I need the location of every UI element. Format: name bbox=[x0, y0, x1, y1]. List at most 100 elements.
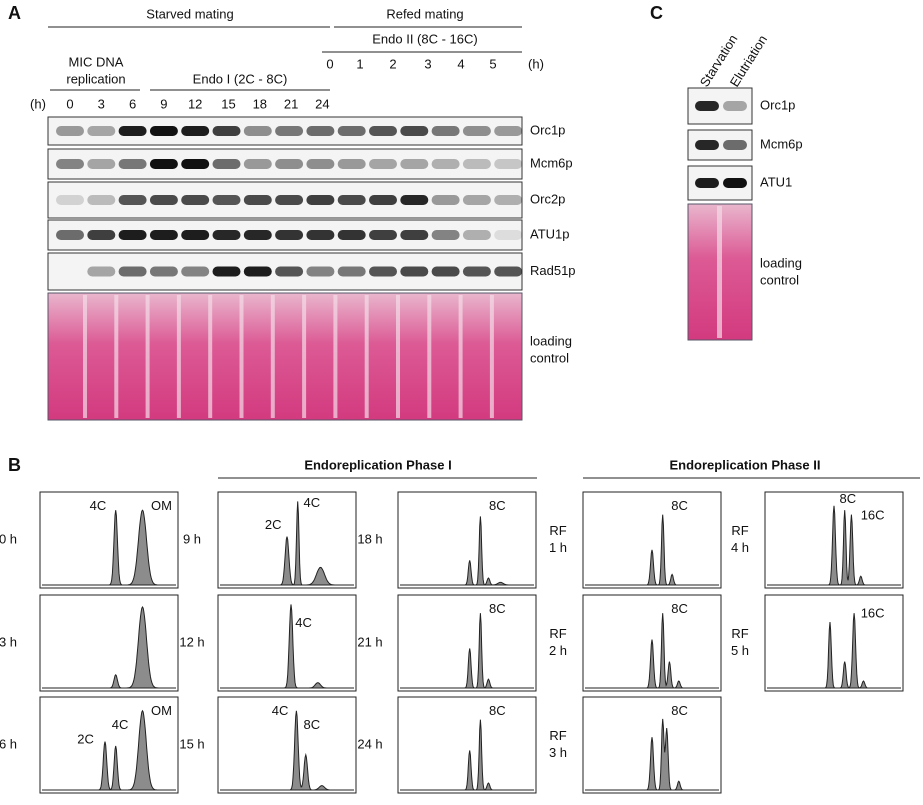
band bbox=[243, 195, 272, 205]
peak-label: OM bbox=[151, 498, 172, 513]
band bbox=[243, 266, 272, 277]
band bbox=[723, 140, 747, 150]
band bbox=[400, 266, 429, 277]
lane-gap bbox=[208, 295, 213, 418]
unit-label: (h) bbox=[30, 96, 46, 111]
histogram bbox=[585, 514, 719, 586]
blot-label: Rad51p bbox=[530, 263, 576, 278]
histogram bbox=[42, 509, 176, 586]
lane-gap bbox=[302, 295, 307, 418]
time-label: RF bbox=[549, 728, 566, 743]
lane-label: 21 bbox=[284, 96, 298, 111]
lane-label: 12 bbox=[188, 96, 202, 111]
band bbox=[275, 159, 304, 169]
peak-label: 8C bbox=[671, 601, 688, 616]
histogram bbox=[220, 501, 354, 586]
phase-header: Endoreplication Phase II bbox=[670, 457, 821, 472]
peak-label: 8C bbox=[304, 717, 321, 732]
band bbox=[462, 126, 491, 136]
time-label: RF bbox=[549, 626, 566, 641]
lane-gap bbox=[114, 295, 119, 418]
time-label: 21 h bbox=[357, 634, 382, 649]
band bbox=[400, 159, 429, 169]
time-label: 0 h bbox=[0, 531, 17, 546]
band bbox=[243, 159, 272, 169]
histogram bbox=[400, 613, 534, 689]
histogram bbox=[220, 710, 354, 791]
lane-gap bbox=[489, 295, 494, 418]
band bbox=[306, 266, 335, 277]
band bbox=[181, 126, 210, 136]
histogram-frame bbox=[397, 491, 537, 589]
band bbox=[494, 230, 523, 240]
time-label: RF bbox=[731, 523, 748, 538]
peak-label: 8C bbox=[489, 498, 506, 513]
blot-label: Mcm6p bbox=[760, 136, 803, 151]
peak-label: 2C bbox=[265, 517, 282, 532]
band bbox=[337, 230, 366, 240]
band bbox=[431, 126, 460, 136]
band bbox=[212, 266, 241, 277]
time-label: 3 h bbox=[549, 745, 567, 760]
histogram bbox=[400, 719, 534, 791]
lane-gap bbox=[396, 295, 400, 418]
band bbox=[431, 159, 460, 169]
histogram bbox=[400, 516, 534, 586]
lane-gap bbox=[333, 295, 338, 418]
time-label: 18 h bbox=[357, 531, 382, 546]
histogram-frame bbox=[39, 594, 179, 692]
band bbox=[275, 126, 304, 136]
band bbox=[494, 266, 523, 277]
lane-label: 4 bbox=[457, 56, 464, 71]
header: replication bbox=[66, 71, 125, 86]
band bbox=[306, 126, 335, 136]
histogram bbox=[42, 709, 176, 791]
time-label: 4 h bbox=[731, 540, 749, 555]
band bbox=[56, 230, 84, 240]
peak-label: 8C bbox=[671, 703, 688, 718]
band bbox=[56, 126, 84, 136]
band bbox=[431, 230, 460, 240]
histogram-frame bbox=[217, 594, 357, 692]
lane-gap bbox=[83, 295, 87, 418]
header: Endo II (8C - 16C) bbox=[372, 31, 478, 46]
band bbox=[400, 230, 429, 240]
blot-label: Orc1p bbox=[530, 122, 565, 137]
band bbox=[275, 230, 304, 240]
peak-label: 16C bbox=[861, 507, 885, 522]
time-label: 15 h bbox=[179, 736, 204, 751]
lane-label: 5 bbox=[489, 56, 496, 71]
peak-label: 8C bbox=[489, 601, 506, 616]
blot-label: control bbox=[530, 350, 569, 365]
time-label: 6 h bbox=[0, 736, 17, 751]
histogram bbox=[42, 606, 176, 689]
band bbox=[243, 126, 272, 136]
panel-letter: C bbox=[650, 3, 663, 23]
band bbox=[462, 195, 491, 205]
lane-gap bbox=[270, 295, 275, 418]
band bbox=[87, 159, 116, 169]
loading-gel bbox=[47, 292, 523, 421]
time-label: 2 h bbox=[549, 643, 567, 658]
band bbox=[369, 266, 397, 277]
time-label: 24 h bbox=[357, 736, 382, 751]
band bbox=[275, 195, 304, 205]
band bbox=[494, 126, 523, 136]
unit-label: (h) bbox=[528, 56, 544, 71]
header: Starved mating bbox=[146, 6, 233, 21]
band bbox=[369, 159, 397, 169]
time-label: RF bbox=[731, 626, 748, 641]
band bbox=[87, 230, 116, 240]
histogram-frame bbox=[217, 696, 357, 794]
band bbox=[400, 126, 429, 136]
band bbox=[149, 159, 178, 169]
blot-label: loading bbox=[760, 255, 802, 270]
band bbox=[149, 266, 178, 277]
lane-label: 9 bbox=[160, 96, 167, 111]
band bbox=[149, 126, 178, 136]
band bbox=[181, 266, 210, 277]
time-label: RF bbox=[549, 523, 566, 538]
histogram-frame bbox=[39, 696, 179, 794]
band bbox=[306, 230, 335, 240]
